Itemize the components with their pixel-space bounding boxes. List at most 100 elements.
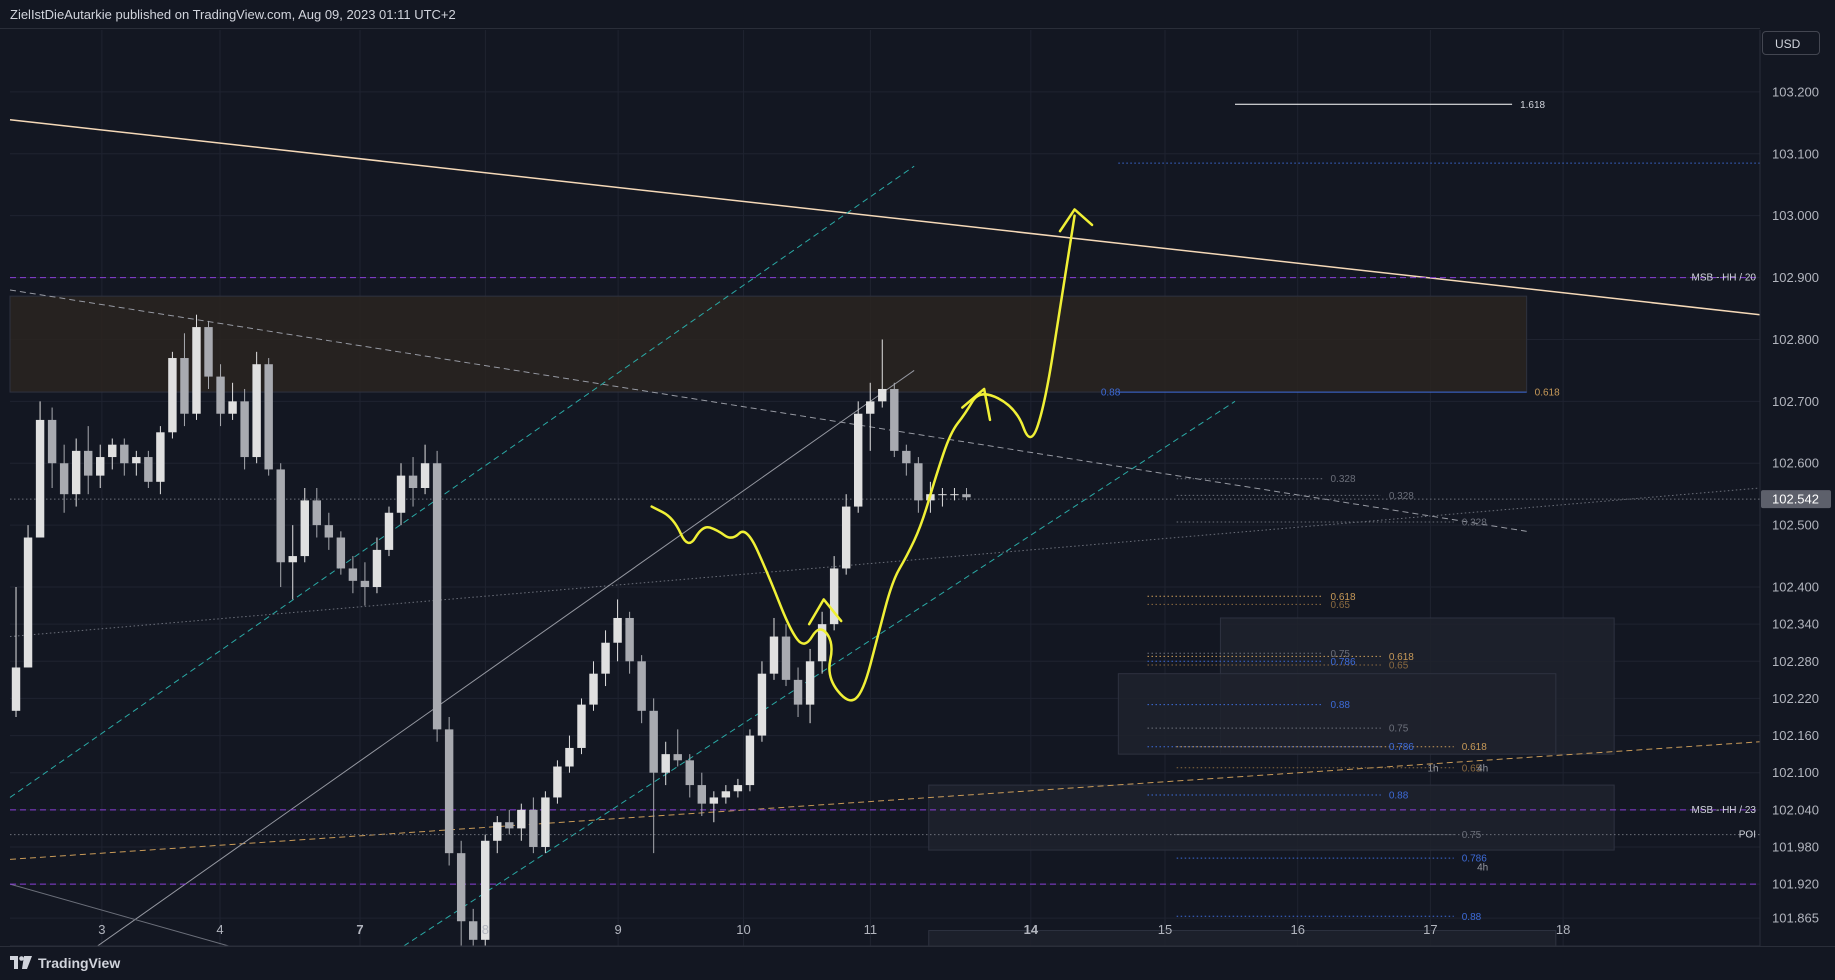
time-tick-label: 17 <box>1423 922 1437 937</box>
gray-thin-ascending <box>97 369 915 946</box>
time-tick-label: 10 <box>736 922 750 937</box>
fib-088-b-label: 0.88 <box>1389 790 1409 801</box>
fib-065-c-label: 0.65 <box>1462 763 1482 774</box>
price-tick-label: 102.900 <box>1772 270 1819 285</box>
price-tick-label: 103.200 <box>1772 84 1819 99</box>
fib-0786-c-label: 0.786 <box>1462 854 1487 865</box>
candle-body <box>938 494 947 496</box>
time-tick-label: 7 <box>356 922 363 937</box>
chart-canvas[interactable]: 1.618 MSB - HH / 20 0.618 0.88 0.328 0.328 0.3… <box>0 0 1835 946</box>
candle-body <box>613 617 622 643</box>
candle-body <box>300 500 309 557</box>
fib-0328-c-label: 0.328 <box>1462 518 1487 529</box>
demand-zone-2 <box>1117 673 1557 755</box>
candlestick-series <box>11 314 971 946</box>
candle-body <box>950 494 959 496</box>
candle-body <box>481 840 490 940</box>
price-axis-bg <box>1760 0 1835 946</box>
candle-body <box>890 388 899 451</box>
teal-channel-lower <box>403 400 1236 946</box>
candle-body <box>733 785 743 792</box>
candle-body <box>456 853 466 922</box>
candle-body <box>324 525 334 538</box>
price-tick-label: 102.040 <box>1772 802 1819 817</box>
candle-body <box>396 475 406 513</box>
supply-zone-orange <box>9 295 1528 393</box>
candle-body <box>408 475 418 488</box>
arrow-small <box>807 598 843 626</box>
time-tick-label: 9 <box>615 922 622 937</box>
candle-body <box>829 568 839 625</box>
price-tick-label: 101.980 <box>1772 839 1819 854</box>
gray-thin-descending-lower <box>9 883 229 946</box>
zone-label-4h-b: 4h <box>1477 862 1488 873</box>
tradingview-logo[interactable]: TradingView <box>10 955 120 971</box>
candle-body <box>878 388 887 402</box>
candle-body <box>35 419 45 538</box>
current-price-label: 102.542 <box>1772 492 1819 507</box>
gray-dotted-ascending <box>9 487 1761 638</box>
zone-label-1h: 1h <box>1428 763 1439 774</box>
candle-body <box>902 450 911 464</box>
tradingview-brand-text: TradingView <box>38 955 121 971</box>
time-tick-label: 15 <box>1158 922 1172 937</box>
candle-body <box>336 537 346 569</box>
msb-hh-23-label: MSB - HH / 23 <box>1692 805 1757 816</box>
candle-body <box>625 617 634 662</box>
candle-body <box>529 809 538 847</box>
candle-body <box>144 457 153 482</box>
demand-zone-4 <box>928 930 1557 946</box>
candle-body <box>180 358 189 414</box>
candle-body <box>23 537 33 668</box>
candle-body <box>553 766 562 798</box>
arrow-mid <box>961 387 992 422</box>
main-descending-trendline <box>9 118 1761 316</box>
time-tick-label: 4 <box>216 922 223 937</box>
candle-body <box>71 450 81 495</box>
demand-zone-3 <box>928 784 1615 851</box>
fib-088-c-label: 0.88 <box>1462 912 1482 923</box>
candle-body <box>745 735 755 786</box>
candle-body <box>853 413 863 507</box>
candle-body <box>769 636 779 674</box>
candle-body <box>541 797 550 847</box>
price-tick-label: 102.700 <box>1772 394 1819 409</box>
candle-body <box>360 580 370 588</box>
candle-body <box>108 444 117 458</box>
fib-065-a-label: 0.65 <box>1331 600 1351 611</box>
level-labels: 1.618 MSB - HH / 20 0.618 0.88 0.328 0.328 0.3… <box>1101 100 1757 923</box>
candle-body <box>47 419 57 464</box>
candle-body <box>276 469 285 563</box>
fib-0618-a-label: 0.618 <box>1331 592 1356 603</box>
candle-body <box>468 921 478 940</box>
candle-body <box>673 754 682 761</box>
price-tick-label: 102.160 <box>1772 728 1819 743</box>
drawing-layer <box>9 103 1761 946</box>
candle-body <box>793 679 803 705</box>
candle-body <box>841 506 851 569</box>
candle-body <box>661 754 670 773</box>
candle-body <box>132 457 141 464</box>
poi-line-label: POI <box>1739 830 1756 841</box>
fib-075-a-label: 0.75 <box>1331 649 1351 660</box>
currency-button[interactable]: USD <box>1762 31 1820 55</box>
candle-body <box>505 822 514 829</box>
fib-0328-b-label: 0.328 <box>1389 491 1414 502</box>
candle-body <box>11 667 21 711</box>
candle-body <box>517 809 526 829</box>
candle-body <box>589 673 598 705</box>
fib-0618-b-label: 0.618 <box>1389 652 1414 663</box>
current-price-badge <box>1761 490 1831 509</box>
price-tick-label: 101.920 <box>1772 877 1819 892</box>
candle-body <box>83 450 93 476</box>
price-tick-label: 102.220 <box>1772 691 1819 706</box>
time-tick-label: 8 <box>482 922 489 937</box>
candle-body <box>565 747 574 767</box>
candle-body <box>637 661 646 711</box>
fib-088-a-label: 0.88 <box>1331 700 1351 711</box>
candle-body <box>601 642 610 674</box>
zone-label-4h-a: 4h <box>1477 763 1488 774</box>
candle-body <box>168 358 177 433</box>
candle-body <box>240 401 249 458</box>
orange-dashed-ascending <box>9 741 1761 860</box>
